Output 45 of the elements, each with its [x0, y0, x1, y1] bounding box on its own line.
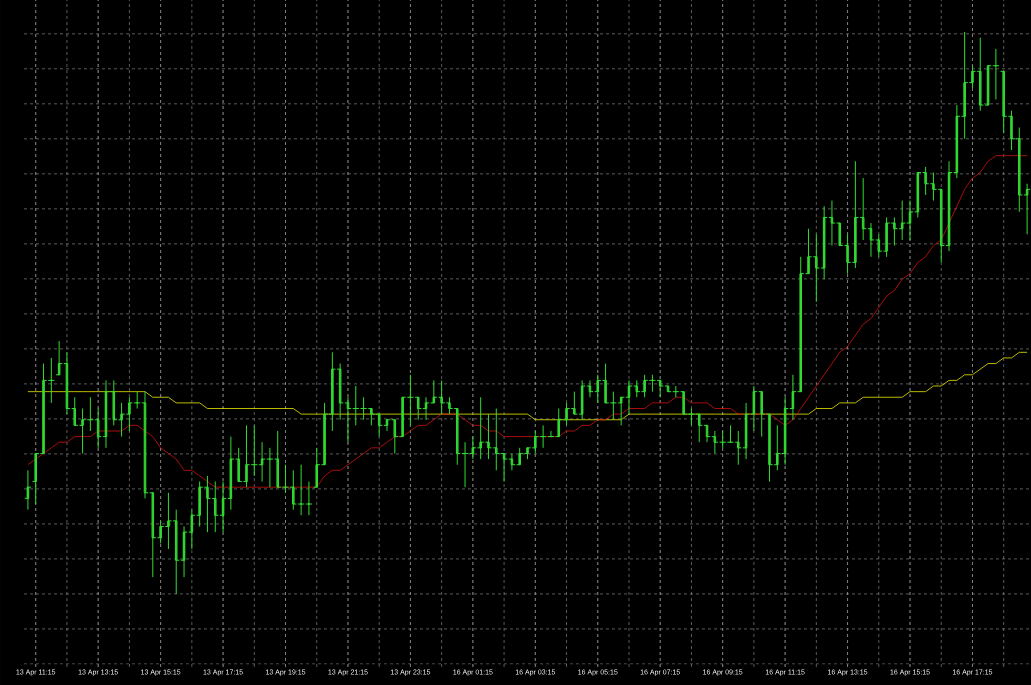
candlestick [383, 419, 391, 432]
candlestick [266, 447, 274, 488]
candlestick [55, 340, 63, 376]
candlestick [102, 379, 110, 449]
candlestick [469, 436, 477, 460]
candlestick [703, 424, 711, 443]
candlestick [188, 509, 196, 550]
candlestick [500, 452, 508, 483]
candlestick [180, 526, 188, 578]
candlestick [617, 396, 625, 426]
candlestick [430, 379, 438, 404]
candlestick [336, 363, 344, 421]
candlestick [859, 177, 867, 241]
candlestick [906, 200, 914, 241]
candlestick [422, 396, 430, 421]
candlestick [672, 385, 680, 398]
candlestick [508, 452, 516, 471]
candlestick [664, 385, 672, 393]
candlestick [953, 104, 961, 179]
candlestick [258, 441, 266, 483]
candlestick [625, 379, 633, 415]
candlestick [867, 222, 875, 258]
candlestick [344, 396, 352, 443]
candlestick [219, 481, 227, 533]
candlestick [1023, 183, 1031, 235]
candlestick [828, 200, 836, 247]
candlestick [719, 430, 727, 449]
candlestick [227, 436, 235, 511]
candlestick [789, 374, 797, 421]
candlestick [94, 408, 102, 449]
candlestick [781, 396, 789, 466]
candlestick [742, 402, 750, 460]
candlestick [820, 205, 828, 280]
candlestick [586, 379, 594, 398]
candlestick [734, 430, 742, 466]
candlestick [992, 48, 1000, 100]
candlestick [297, 464, 305, 516]
candlestick [24, 469, 32, 511]
candlestick [711, 430, 719, 454]
candlestick [305, 481, 313, 516]
candlestick [750, 385, 758, 432]
candlestick [984, 65, 992, 106]
candlestick [539, 424, 547, 449]
candlestick [578, 379, 586, 421]
candlestick [461, 441, 469, 488]
